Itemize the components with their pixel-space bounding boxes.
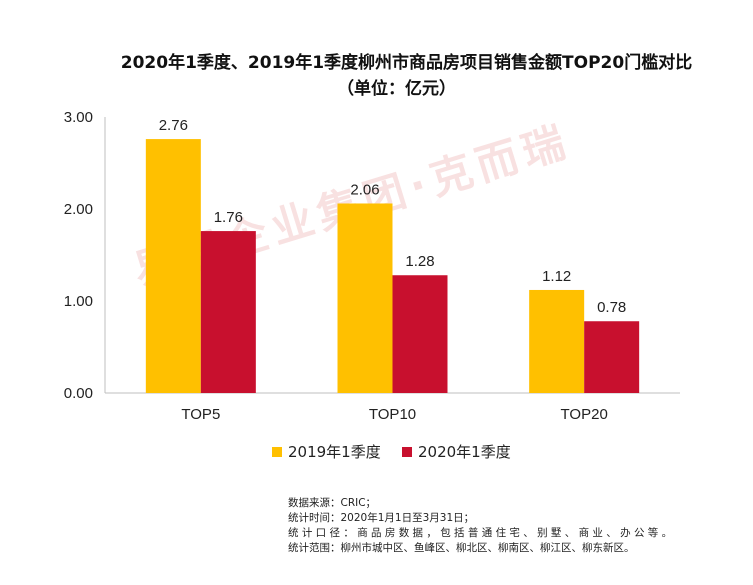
x-tick-label: TOP10 bbox=[369, 406, 416, 423]
data-label: 1.12 bbox=[542, 268, 571, 285]
bar-top5-series0 bbox=[145, 139, 201, 393]
note-source: 数据来源：CRIC； bbox=[288, 497, 377, 509]
legend-label-1: 2020年1季度 bbox=[418, 443, 511, 461]
bar-top20-series0 bbox=[529, 289, 585, 393]
y-tick-label: 0.00 bbox=[64, 385, 93, 402]
legend-swatch-1 bbox=[402, 447, 412, 457]
bar-top20-series1 bbox=[584, 321, 640, 393]
y-tick-label: 1.00 bbox=[64, 293, 93, 310]
chart-subtitle: （单位：亿元） bbox=[337, 79, 456, 99]
data-label: 0.78 bbox=[597, 299, 626, 316]
legend-swatch-0 bbox=[272, 447, 282, 457]
data-label: 1.28 bbox=[405, 253, 434, 270]
data-label: 1.76 bbox=[214, 209, 243, 226]
bar-top10-series0 bbox=[337, 203, 393, 393]
bar-top5-series1 bbox=[200, 231, 256, 393]
note-scope: 统 计 口 径 ： 商 品 房 数 据 ， 包 括 普 通 住 宅 、 别 墅 … bbox=[288, 527, 673, 539]
bar-top10-series1 bbox=[392, 275, 448, 393]
legend-label-0: 2019年1季度 bbox=[288, 443, 381, 461]
chart-title: 2020年1季度、2019年1季度柳州市商品房项目销售金额TOP20门槛对比 bbox=[120, 53, 693, 73]
source-notes: 数据来源：CRIC； 统计时间：2020年1月1日至3月31日； 统 计 口 径… bbox=[288, 496, 672, 556]
note-period: 统计时间：2020年1月1日至3月31日； bbox=[288, 512, 475, 524]
x-tick-label: TOP5 bbox=[181, 406, 220, 423]
y-tick-label: 2.00 bbox=[64, 201, 93, 218]
x-tick-label: TOP20 bbox=[561, 406, 608, 423]
note-range: 统计范围：柳州市城中区、鱼峰区、柳北区、柳南区、柳江区、柳东新区。 bbox=[288, 542, 635, 554]
y-tick-label: 3.00 bbox=[64, 109, 93, 126]
data-label: 2.06 bbox=[350, 181, 379, 198]
data-label: 2.76 bbox=[159, 117, 188, 134]
